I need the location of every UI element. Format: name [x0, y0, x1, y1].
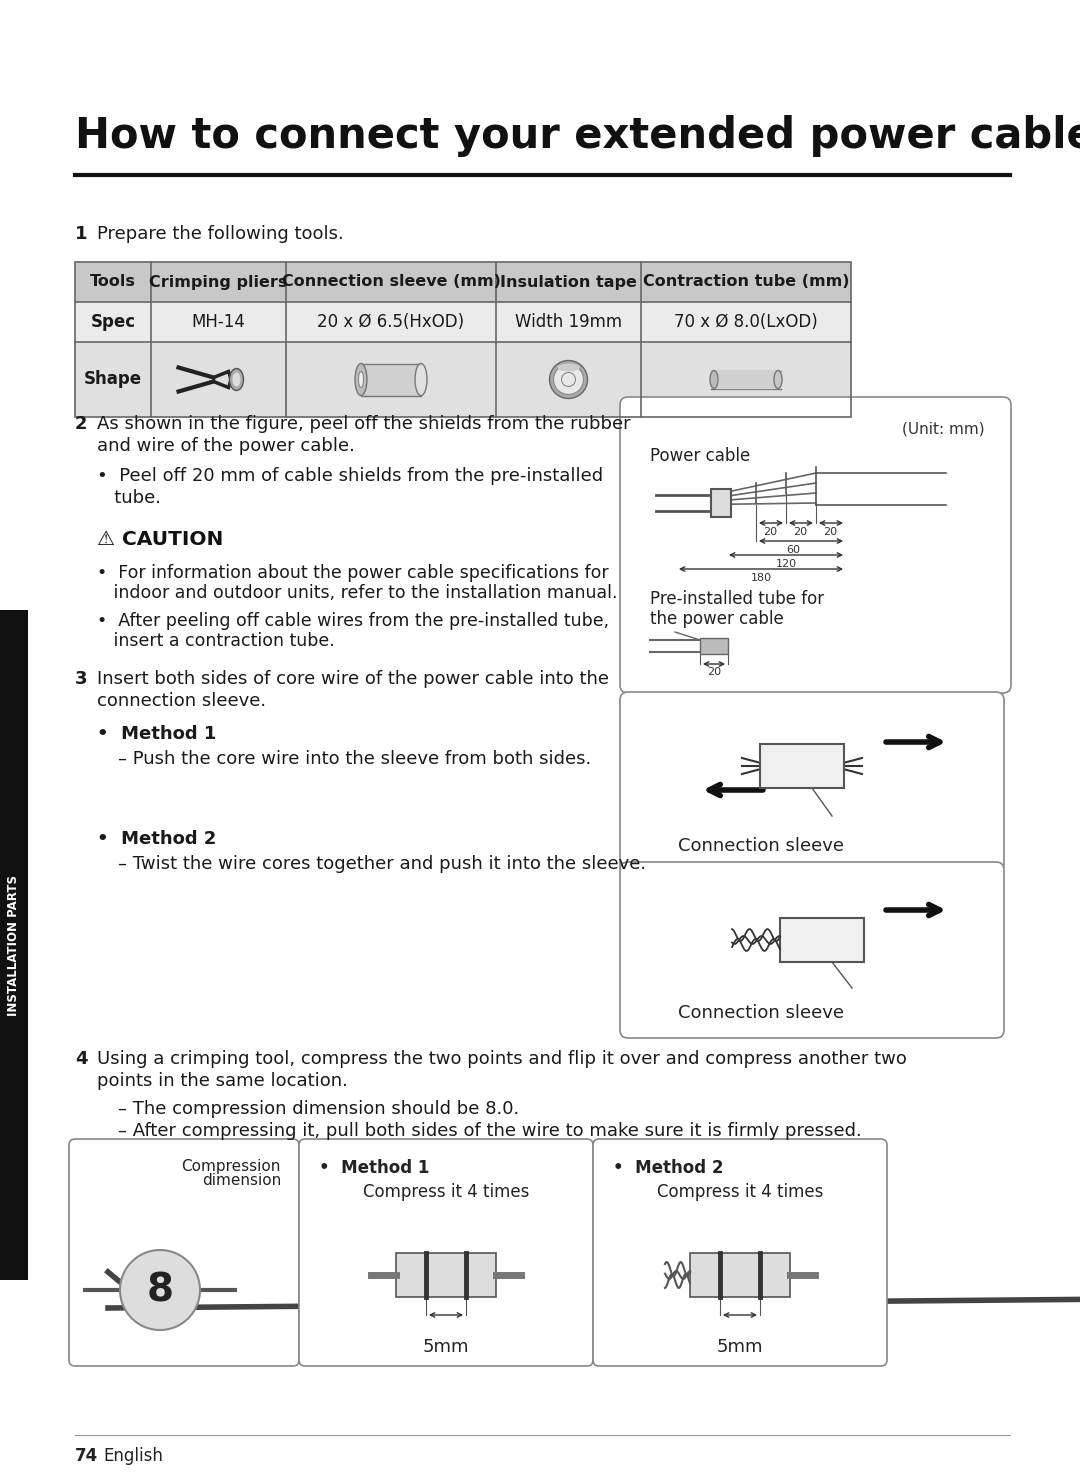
- Text: 70 x Ø 8.0(LxOD): 70 x Ø 8.0(LxOD): [674, 314, 818, 331]
- Text: •  Method 2: • Method 2: [97, 830, 216, 847]
- Text: •  Method 2: • Method 2: [613, 1160, 724, 1177]
- Ellipse shape: [229, 368, 243, 390]
- FancyBboxPatch shape: [620, 396, 1011, 694]
- FancyBboxPatch shape: [620, 862, 1004, 1038]
- Text: (Unit: mm): (Unit: mm): [903, 422, 985, 436]
- Ellipse shape: [355, 364, 367, 395]
- Bar: [75, 302, 851, 342]
- Text: MH-14: MH-14: [191, 314, 245, 331]
- Text: •  For information about the power cable specifications for: • For information about the power cable …: [97, 563, 609, 583]
- Ellipse shape: [550, 361, 588, 398]
- Ellipse shape: [562, 373, 576, 386]
- FancyBboxPatch shape: [593, 1139, 887, 1367]
- FancyBboxPatch shape: [620, 692, 1004, 873]
- Text: 120: 120: [777, 559, 797, 569]
- Text: Connection sleeve: Connection sleeve: [678, 837, 843, 855]
- Text: 180: 180: [751, 572, 772, 583]
- Circle shape: [120, 1250, 200, 1330]
- Ellipse shape: [774, 371, 782, 389]
- Text: dimension: dimension: [202, 1173, 281, 1188]
- Text: 20: 20: [793, 527, 807, 537]
- Bar: [700, 637, 728, 654]
- Text: English: English: [103, 1446, 163, 1466]
- Text: Spec: Spec: [91, 314, 136, 331]
- Text: As shown in the figure, peel off the shields from the rubber: As shown in the figure, peel off the shi…: [97, 416, 631, 433]
- Text: •  Method 1: • Method 1: [97, 725, 216, 742]
- Text: insert a contraction tube.: insert a contraction tube.: [97, 632, 335, 649]
- Text: Crimping pliers: Crimping pliers: [149, 275, 287, 290]
- Ellipse shape: [554, 364, 583, 395]
- Ellipse shape: [415, 364, 427, 395]
- Bar: [396, 1253, 496, 1297]
- Text: – After compressing it, pull both sides of the wire to make sure it is firmly pr: – After compressing it, pull both sides …: [118, 1123, 862, 1140]
- Text: •  After peeling off cable wires from the pre-installed tube,: • After peeling off cable wires from the…: [97, 612, 609, 630]
- Text: 74: 74: [75, 1446, 98, 1466]
- Bar: [690, 1253, 789, 1297]
- Text: Connection sleeve: Connection sleeve: [678, 1004, 843, 1022]
- FancyBboxPatch shape: [69, 1139, 299, 1367]
- Text: connection sleeve.: connection sleeve.: [97, 692, 266, 710]
- Text: Compression: Compression: [181, 1160, 281, 1174]
- Bar: [361, 364, 421, 395]
- Ellipse shape: [359, 371, 364, 387]
- Text: 5mm: 5mm: [422, 1338, 469, 1356]
- Text: Tools: Tools: [90, 275, 136, 290]
- Text: Width 19mm: Width 19mm: [515, 314, 622, 331]
- Ellipse shape: [232, 373, 241, 386]
- Text: tube.: tube.: [97, 490, 161, 507]
- Bar: [711, 490, 731, 518]
- Text: Compress it 4 times: Compress it 4 times: [657, 1183, 823, 1201]
- Text: 4: 4: [75, 1050, 87, 1068]
- Text: 3: 3: [75, 670, 87, 688]
- Text: Insulation tape: Insulation tape: [500, 275, 637, 290]
- Text: Pre-installed tube for: Pre-installed tube for: [650, 590, 824, 608]
- Text: 20: 20: [823, 527, 837, 537]
- Text: 2: 2: [75, 416, 87, 433]
- Bar: [760, 744, 843, 788]
- Text: Prepare the following tools.: Prepare the following tools.: [97, 225, 343, 243]
- Text: 20: 20: [762, 527, 778, 537]
- Text: indoor and outdoor units, refer to the installation manual.: indoor and outdoor units, refer to the i…: [97, 584, 618, 602]
- Text: Insert both sides of core wire of the power cable into the: Insert both sides of core wire of the po…: [97, 670, 609, 688]
- Ellipse shape: [710, 371, 718, 389]
- Text: – The compression dimension should be 8.0.: – The compression dimension should be 8.…: [118, 1100, 519, 1118]
- Bar: [75, 262, 851, 302]
- Polygon shape: [711, 371, 781, 389]
- Text: How to connect your extended power cables: How to connect your extended power cable…: [75, 115, 1080, 157]
- Ellipse shape: [557, 364, 580, 371]
- Text: Connection sleeve (mm): Connection sleeve (mm): [282, 275, 500, 290]
- Bar: [780, 918, 864, 961]
- Text: Compress it 4 times: Compress it 4 times: [363, 1183, 529, 1201]
- Text: 60: 60: [786, 544, 800, 555]
- Text: Contraction tube (mm): Contraction tube (mm): [643, 275, 849, 290]
- Text: 1: 1: [75, 225, 87, 243]
- Text: 5mm: 5mm: [717, 1338, 764, 1356]
- Text: •  Peel off 20 mm of cable shields from the pre-installed: • Peel off 20 mm of cable shields from t…: [97, 467, 603, 485]
- Text: and wire of the power cable.: and wire of the power cable.: [97, 436, 355, 456]
- Text: Using a crimping tool, compress the two points and flip it over and compress ano: Using a crimping tool, compress the two …: [97, 1050, 907, 1068]
- Text: Shape: Shape: [84, 371, 143, 389]
- Text: INSTALLATION PARTS: INSTALLATION PARTS: [8, 874, 21, 1016]
- Bar: [0, 609, 28, 1279]
- Text: •  Method 1: • Method 1: [319, 1160, 430, 1177]
- Text: points in the same location.: points in the same location.: [97, 1072, 348, 1090]
- Bar: [75, 262, 851, 417]
- Text: 20: 20: [707, 667, 721, 677]
- FancyBboxPatch shape: [299, 1139, 593, 1367]
- Text: 8: 8: [147, 1270, 174, 1309]
- Text: – Twist the wire cores together and push it into the sleeve.: – Twist the wire cores together and push…: [118, 855, 646, 873]
- Text: 20 x Ø 6.5(HxOD): 20 x Ø 6.5(HxOD): [318, 314, 464, 331]
- Bar: [75, 342, 851, 417]
- Text: ⚠ CAUTION: ⚠ CAUTION: [97, 529, 224, 549]
- Text: Power cable: Power cable: [650, 447, 751, 464]
- Text: the power cable: the power cable: [650, 609, 784, 629]
- Text: – Push the core wire into the sleeve from both sides.: – Push the core wire into the sleeve fro…: [118, 750, 591, 768]
